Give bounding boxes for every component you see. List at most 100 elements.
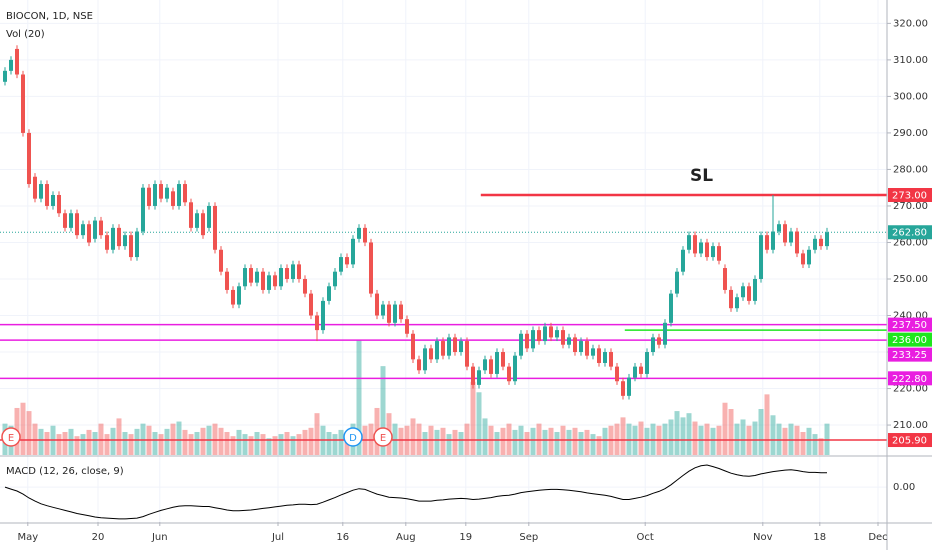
candle-body xyxy=(446,337,451,356)
candle-body xyxy=(578,341,583,353)
candle-body xyxy=(656,337,661,345)
volume-bar xyxy=(176,421,182,455)
candle-body xyxy=(80,224,85,236)
candle-body xyxy=(746,286,751,301)
candle-body xyxy=(350,238,355,265)
candle-body xyxy=(134,231,139,258)
candle-body xyxy=(524,333,529,349)
candle-body xyxy=(74,213,79,236)
candle-body xyxy=(128,235,133,258)
candle-body xyxy=(806,249,811,265)
candle-body xyxy=(410,333,415,360)
candle-body xyxy=(302,278,307,294)
candle-body xyxy=(602,352,607,363)
volume-bar xyxy=(482,418,488,455)
volume-bar xyxy=(770,415,776,455)
candle-body xyxy=(14,48,19,75)
volume-bar xyxy=(812,434,818,455)
candle-body xyxy=(392,304,397,323)
x-tick-label: Jul xyxy=(271,532,284,543)
annotation: SL xyxy=(690,166,713,186)
volume-bar xyxy=(92,432,98,455)
axes: 210.00220.00230.00240.00250.00260.00270.… xyxy=(17,18,932,543)
candle-body xyxy=(458,341,463,353)
candle-body xyxy=(740,286,745,298)
volume-bar xyxy=(590,434,596,455)
volume-bar xyxy=(740,419,746,455)
volume-bar xyxy=(602,427,608,455)
price-tag xyxy=(888,332,932,347)
volume-bar xyxy=(290,436,296,455)
candle-body xyxy=(170,191,175,206)
volume-bar xyxy=(674,411,680,455)
candle-body xyxy=(752,278,757,301)
volume-bar xyxy=(566,429,572,455)
volume-bar xyxy=(596,436,602,455)
volume-bar xyxy=(494,432,500,455)
volume-bar xyxy=(644,427,650,455)
volume-bar xyxy=(380,366,386,455)
candle-body xyxy=(788,231,793,243)
candle-body xyxy=(20,74,25,133)
volume-bar xyxy=(446,434,452,455)
volume-bar xyxy=(116,418,122,455)
x-tick-label: 16 xyxy=(336,532,349,543)
event-label: E xyxy=(8,433,14,444)
candle-body xyxy=(158,184,163,199)
x-tick-label: Nov xyxy=(753,532,773,543)
candle-body xyxy=(566,337,571,345)
price-tag-label: 205.90 xyxy=(892,436,927,447)
y-tick-label: 270.00 xyxy=(893,201,928,212)
x-tick-label: 20 xyxy=(92,532,105,543)
candle-body xyxy=(794,231,799,254)
candle-body xyxy=(104,235,109,250)
candle-body xyxy=(122,235,127,247)
x-tick-label: Aug xyxy=(396,532,416,543)
candle-body xyxy=(620,381,625,396)
candle-body xyxy=(296,264,301,279)
candle-body xyxy=(440,341,445,356)
candle-body xyxy=(326,286,331,301)
volume-bar xyxy=(230,436,236,455)
x-tick-label: 18 xyxy=(813,532,826,543)
candle-body xyxy=(50,195,55,206)
candle-body xyxy=(248,268,253,283)
y-tick-label: 290.00 xyxy=(893,128,928,139)
candle-body xyxy=(68,213,73,228)
y-tick-label: 250.00 xyxy=(893,274,928,285)
volume-bar xyxy=(314,413,320,455)
candle-body xyxy=(152,184,157,206)
candle-body xyxy=(584,341,589,356)
candle-body xyxy=(818,238,823,247)
candle-body xyxy=(596,348,601,363)
volume-bar xyxy=(434,429,440,455)
volume-bar xyxy=(224,432,230,455)
candle-body xyxy=(560,330,565,345)
volume-bar xyxy=(584,429,590,455)
volume-bar xyxy=(188,434,194,455)
candle-body xyxy=(338,257,343,272)
volume-bar xyxy=(542,429,548,455)
candle-body xyxy=(518,333,523,356)
y-tick-label: 280.00 xyxy=(893,164,928,175)
candle-body xyxy=(488,359,493,374)
candle-body xyxy=(716,246,721,261)
candle-body xyxy=(800,253,805,265)
macd-tick-label: 0.00 xyxy=(893,482,915,493)
volume-bar xyxy=(80,434,86,455)
volume-bar xyxy=(578,432,584,455)
volume-bar xyxy=(554,432,560,455)
volume-bar xyxy=(266,438,272,455)
volume-bar xyxy=(248,436,254,455)
price-tag-label: 262.80 xyxy=(892,228,927,239)
candle-body xyxy=(704,242,709,258)
x-tick-label: Dec xyxy=(868,532,887,543)
candle-body xyxy=(44,184,49,206)
volume-bar xyxy=(806,427,812,455)
volume-bar xyxy=(296,434,302,455)
candle-body xyxy=(764,235,769,250)
volume-label: Vol (20) xyxy=(6,29,45,40)
volume-bar xyxy=(818,438,824,455)
volume-bar xyxy=(572,427,578,455)
candle-body xyxy=(650,337,655,353)
